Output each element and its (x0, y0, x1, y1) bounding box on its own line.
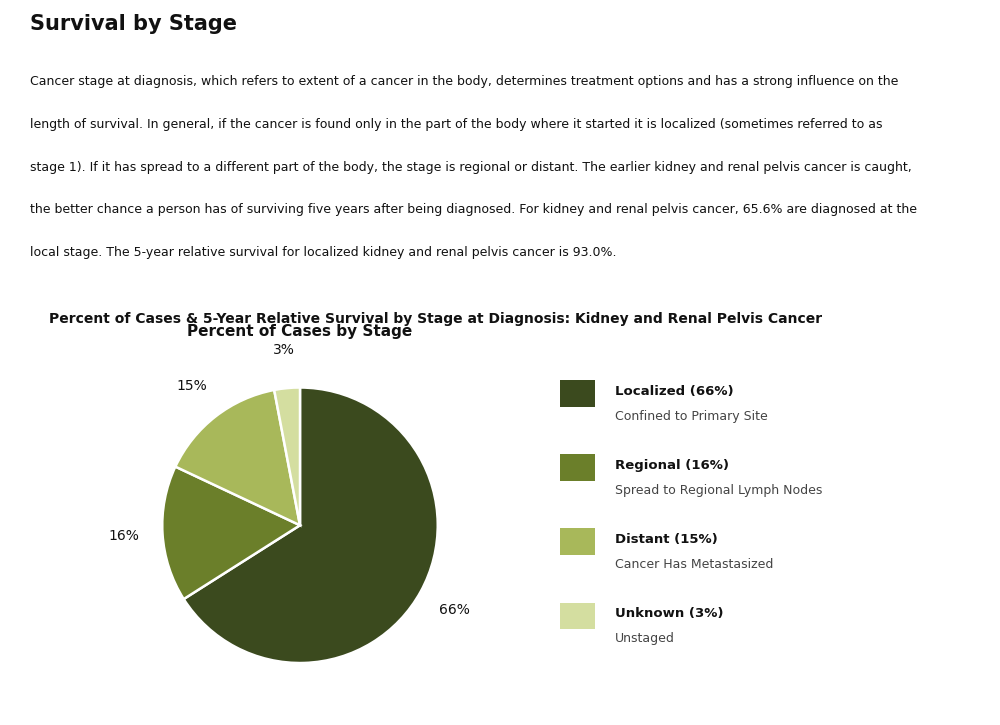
Wedge shape (184, 387, 438, 663)
Text: Survival by Stage: Survival by Stage (30, 14, 237, 35)
Text: 66%: 66% (439, 603, 470, 617)
Text: Spread to Regional Lymph Nodes: Spread to Regional Lymph Nodes (615, 484, 823, 497)
Text: Confined to Primary Site: Confined to Primary Site (615, 410, 768, 423)
Wedge shape (175, 390, 300, 525)
Text: Regional (16%): Regional (16%) (615, 459, 729, 472)
Text: Cancer stage at diagnosis, which refers to extent of a cancer in the body, deter: Cancer stage at diagnosis, which refers … (30, 75, 898, 88)
Text: length of survival. In general, if the cancer is found only in the part of the b: length of survival. In general, if the c… (30, 118, 883, 130)
Text: the better chance a person has of surviving five years after being diagnosed. Fo: the better chance a person has of surviv… (30, 203, 917, 216)
Text: Distant (15%): Distant (15%) (615, 533, 718, 546)
FancyBboxPatch shape (560, 529, 595, 555)
Text: 15%: 15% (177, 379, 207, 393)
Text: stage 1). If it has spread to a different part of the body, the stage is regiona: stage 1). If it has spread to a differen… (30, 160, 912, 173)
FancyBboxPatch shape (560, 455, 595, 481)
Title: Percent of Cases by Stage: Percent of Cases by Stage (187, 324, 413, 339)
Text: Unknown (3%): Unknown (3%) (615, 607, 724, 620)
Text: Cancer Has Metastasized: Cancer Has Metastasized (615, 558, 774, 571)
Text: Percent of Cases & 5-Year Relative Survival by Stage at Diagnosis: Kidney and Re: Percent of Cases & 5-Year Relative Survi… (49, 312, 822, 326)
Wedge shape (274, 387, 300, 525)
Text: Localized (66%): Localized (66%) (615, 385, 734, 398)
FancyBboxPatch shape (560, 380, 595, 407)
Text: Unstaged: Unstaged (615, 632, 675, 645)
Text: local stage. The 5-year relative survival for localized kidney and renal pelvis : local stage. The 5-year relative surviva… (30, 246, 616, 259)
Wedge shape (162, 467, 300, 599)
Text: 3%: 3% (272, 343, 294, 357)
FancyBboxPatch shape (560, 602, 595, 629)
Text: 16%: 16% (109, 529, 139, 543)
